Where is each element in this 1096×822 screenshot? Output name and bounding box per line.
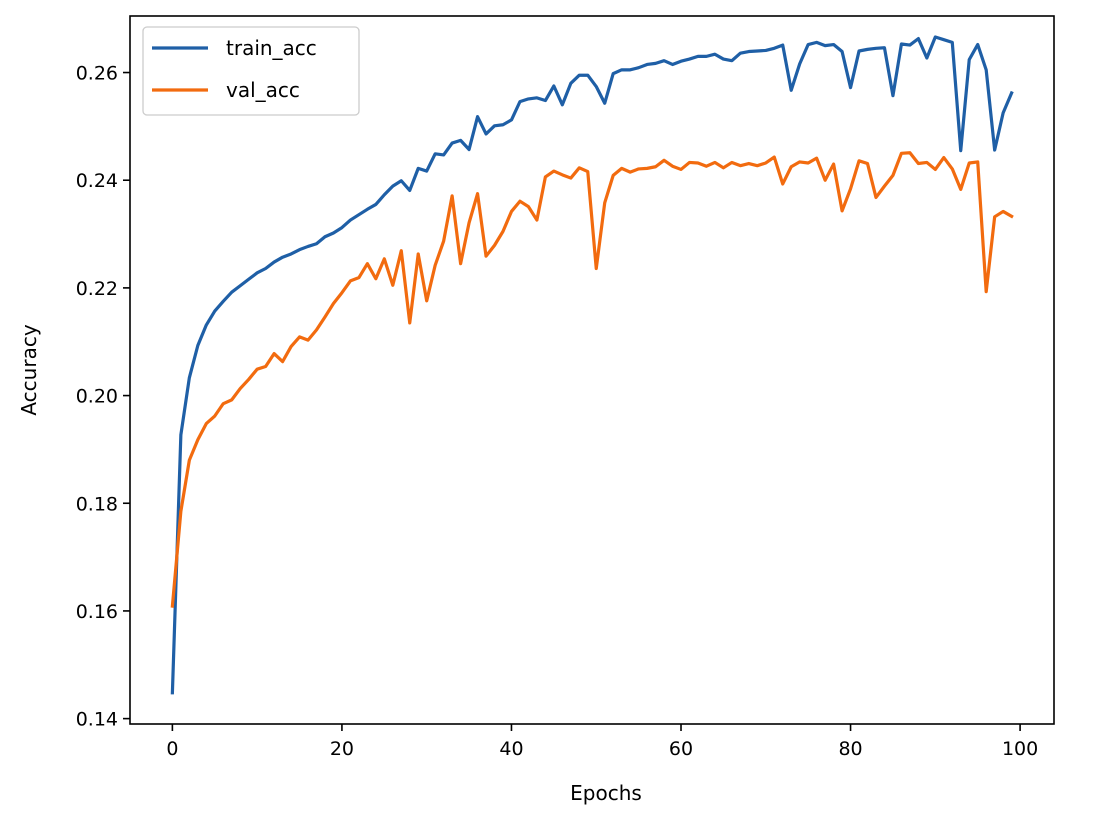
legend: train_acc val_acc: [142, 26, 360, 116]
x-tick-label: 20: [330, 738, 354, 760]
y-tick-label: 0.26: [76, 63, 118, 85]
plot-frame: [129, 15, 1055, 725]
y-tick-label: 0.16: [76, 601, 118, 623]
legend-label-train-acc: train_acc: [226, 36, 317, 60]
series-lines: [170, 35, 1014, 695]
y-axis-ticks: 0.14 0.16 0.18 0.20 0.22 0.24 0.26: [76, 63, 130, 731]
y-tick-label: 0.18: [76, 493, 118, 515]
plot-background: [130, 16, 1054, 724]
legend-label-val-acc: val_acc: [226, 78, 300, 102]
x-tick-label: 0: [166, 738, 178, 760]
x-axis-ticks: 0 20 40 60 80 100: [166, 724, 1038, 760]
series-line-val-acc: [170, 151, 1014, 608]
x-tick-label: 60: [669, 738, 693, 760]
y-tick-label: 0.24: [76, 170, 118, 192]
series-line-train-acc: [170, 35, 1014, 695]
y-axis-label: Accuracy: [17, 324, 41, 415]
y-tick-label: 0.20: [76, 386, 118, 408]
x-axis-label: Epochs: [570, 781, 642, 805]
x-tick-label: 100: [1002, 738, 1038, 760]
x-tick-label: 80: [838, 738, 862, 760]
y-tick-label: 0.14: [76, 709, 118, 731]
y-tick-label: 0.22: [76, 278, 118, 300]
x-tick-label: 40: [499, 738, 523, 760]
